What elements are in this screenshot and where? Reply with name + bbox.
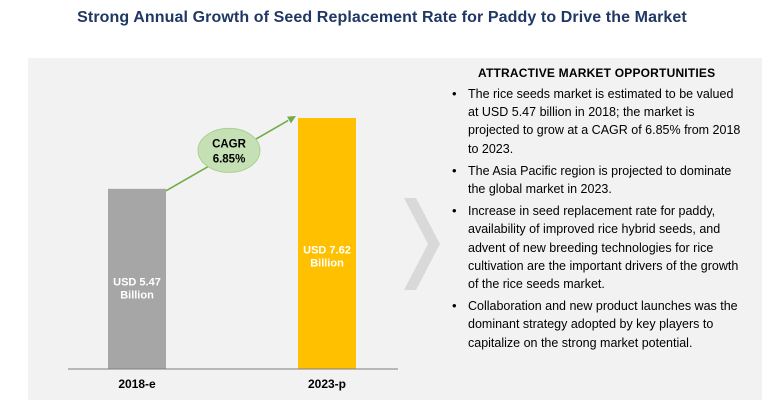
x-tick-label: 2018-e: [118, 377, 156, 391]
list-item: • Collaboration and new product launches…: [450, 297, 742, 352]
list-item-text: The rice seeds market is estimated to be…: [468, 87, 741, 156]
cagr-ellipse: [197, 127, 261, 173]
bullet-icon: •: [452, 298, 457, 314]
bullet-icon: •: [452, 203, 457, 219]
bar-2018-e: [108, 188, 166, 369]
bar-value-label: Billion: [310, 258, 344, 270]
list-item: • The rice seeds market is estimated to …: [450, 85, 742, 158]
bar-2023-p: [298, 118, 356, 369]
cagr-label: 6.85%: [213, 153, 246, 165]
chevron-arrow-icon: [404, 198, 440, 290]
opportunities-heading: ATTRACTIVE MARKET OPPORTUNITIES: [478, 66, 716, 80]
chart-title: Strong Annual Growth of Seed Replacement…: [77, 9, 687, 26]
chart-area: USD 5.47 Billion 2018-e USD 7.62 Billion 2023…: [28, 58, 428, 400]
opportunities-list: • The rice seeds market is estimated to …: [450, 85, 742, 356]
cagr-label: CAGR: [212, 138, 247, 150]
list-item: • The Asia Pacific region is projected t…: [450, 162, 742, 198]
arrowhead-icon: [287, 116, 296, 124]
list-item-text: Increase in seed replacement rate for pa…: [468, 204, 739, 292]
bullet-icon: •: [452, 86, 457, 101]
bullet-icon: •: [452, 162, 457, 178]
bar-value-label: USD 7.62: [303, 245, 351, 257]
list-item-text: Collaboration and new product launches w…: [468, 299, 738, 350]
x-tick-label: 2023-p: [308, 377, 346, 391]
bar-value-label: USD 5.47: [113, 276, 161, 288]
bar-value-label: Billion: [120, 289, 154, 301]
list-item-text: The Asia Pacific region is projected to …: [468, 163, 732, 197]
list-item: • Increase in seed replacement rate for …: [450, 202, 742, 293]
